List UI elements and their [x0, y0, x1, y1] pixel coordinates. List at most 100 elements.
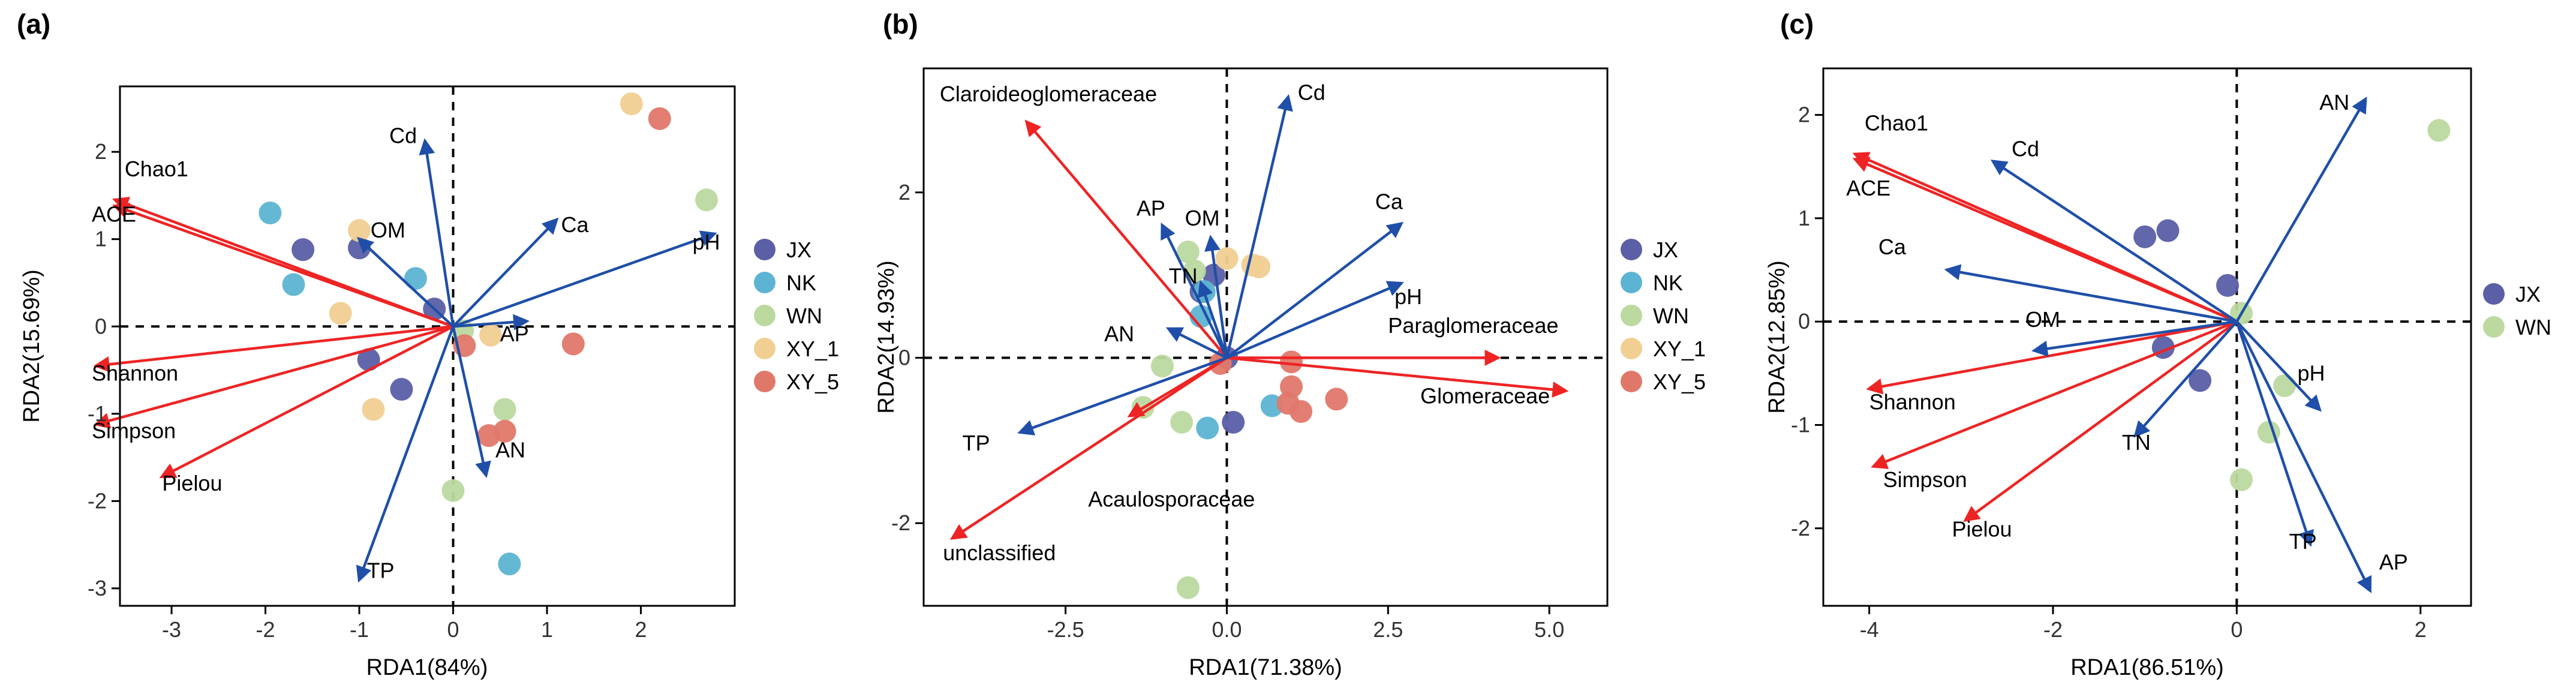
x-tick-label: 1 [541, 617, 553, 642]
y-tick-label: 2 [95, 139, 107, 164]
arrow-label-glomeraceae: Glomeraceae [1420, 383, 1550, 408]
arrow-simpson [1871, 320, 2238, 469]
point-xy_1-13 [348, 219, 371, 242]
arrow-label-simpson: Simpson [92, 419, 176, 443]
legend-swatch-wn [2483, 316, 2505, 338]
point-xy_5-17 [1280, 350, 1303, 374]
arrow-label-om: OM [2025, 307, 2060, 332]
arrow-ap [453, 314, 530, 331]
arrow-tp [2235, 321, 2314, 547]
arrow-tn [2133, 320, 2238, 438]
arrow-label-ap: AP [500, 322, 529, 346]
arrow-label-acaulosporaceae: Acaulosporaceae [1088, 487, 1255, 512]
legend-label-jx: JX [1653, 238, 1678, 262]
arrow-ph [452, 230, 717, 328]
x-tick-label: 5.0 [1534, 617, 1564, 642]
legend-swatch-nk [1621, 272, 1642, 293]
y-tick-label: 0 [95, 314, 107, 338]
arrow-shannon [1866, 320, 2237, 395]
point-xy_1-16 [1248, 255, 1271, 278]
panel-c-frame [1822, 67, 2472, 607]
x-tick-label: 2 [2415, 617, 2427, 642]
arrow-label-tp: TP [2289, 529, 2317, 554]
panel-b-plot: Claroideoglomeraceae unclassified Acaulosp… [924, 68, 1607, 606]
point-nk-5 [258, 202, 282, 225]
y-tick-label: 1 [1798, 206, 1810, 230]
panel-a-ticks: -3 -2 -1 0 1 2 -3 -2 -1 0 1 2 [88, 139, 647, 642]
y-tick-label: 0 [898, 345, 910, 369]
arrow-label-pielou: Pielou [1952, 517, 2012, 542]
legend-swatch-jx [1621, 239, 1642, 260]
arrow-label-ca: Ca [1878, 235, 1907, 259]
legend-label-wn: WN [1653, 304, 1689, 328]
arrow-an [2235, 97, 2367, 323]
panel-c-xlabel: RDA1(86.51%) [2070, 655, 2224, 680]
legend-label-nk: NK [786, 271, 816, 295]
panel-b-ylabel: RDA2(14.93%) [874, 260, 899, 414]
arrow-label-cd: Cd [389, 124, 417, 148]
arrow-ph [2235, 320, 2322, 412]
point-xy_1-16 [620, 92, 643, 116]
panel-a-xlabel: RDA1(84%) [366, 655, 488, 680]
arrow-claroideoglomeraceae [1024, 119, 1228, 359]
panel-a-frame [119, 85, 736, 607]
y-tick-label: -1 [88, 401, 107, 426]
x-tick-label: -1 [350, 617, 369, 642]
arrow-label-ca: Ca [561, 212, 589, 237]
arrow-label-om: OM [371, 218, 405, 242]
panel-a-label: (a) [17, 8, 50, 40]
y-tick-label: -3 [88, 576, 107, 600]
x-tick-label: -3 [162, 617, 181, 642]
point-jx-0 [2133, 225, 2157, 248]
legend-swatch-nk [754, 272, 775, 293]
panel-b-label: (b) [883, 8, 918, 40]
point-wn-11 [1170, 410, 1194, 434]
arrow-pielou [1963, 320, 2238, 522]
point-wn-9 [2230, 468, 2253, 491]
x-tick-label: 0 [447, 617, 459, 642]
panel-b-ticks: -2.5 0.0 2.5 5.0 -2 0 2 [891, 180, 1564, 642]
x-tick-label: -2 [256, 617, 275, 642]
legend-label-xy_5: XY_5 [1653, 369, 1706, 394]
point-wn-9 [695, 188, 719, 212]
arrow-label-claroideoglomeraceae: Claroideoglomeraceae [940, 82, 1157, 106]
arrow-cd [419, 138, 455, 327]
panel-c-ylabel: RDA2(12.85%) [1765, 260, 1790, 414]
y-tick-label: 2 [1798, 103, 1810, 127]
point-jx-3 [2216, 274, 2240, 297]
point-xy_5-21 [477, 424, 500, 447]
legend-swatch-wn [754, 305, 775, 326]
arrow-om [1204, 235, 1228, 358]
point-jx-0 [291, 238, 315, 262]
legend-swatch-xy_1 [1621, 338, 1642, 359]
panel-b: (b) Claroideoglomeraceae unclassified Acau… [874, 8, 1706, 680]
arrow-label-shannon: Shannon [1869, 390, 1956, 414]
arrow-an [1165, 327, 1228, 359]
arrow-label-shannon: Shannon [92, 360, 178, 385]
point-jx-1 [2156, 219, 2180, 242]
panel-c-label: (c) [1780, 8, 1814, 40]
point-nk-7 [1196, 416, 1219, 440]
point-xy_1-15 [1215, 247, 1239, 271]
arrow-label-pielou: Pielou [162, 471, 222, 495]
point-nk-7 [404, 267, 427, 290]
x-tick-label: -2 [2043, 617, 2063, 642]
arrow-ca [1944, 264, 2237, 323]
point-wn-10 [493, 398, 516, 421]
x-tick-label: -2.5 [1047, 617, 1084, 642]
panel-a-plot: Chao1 ACE Shannon Simpson Pielou Cd OM Ca pH AP AN… [92, 86, 735, 606]
legend-label-xy_5: XY_5 [786, 369, 839, 394]
point-xy_1-17 [479, 323, 503, 347]
arrow-unclassified [949, 356, 1228, 540]
arrow-ph [1226, 281, 1404, 359]
arrow-label-ca: Ca [1375, 189, 1403, 214]
point-wn-7 [2273, 374, 2297, 397]
arrow-label-chao1: Chao1 [125, 157, 188, 181]
point-wn-10 [1176, 241, 1200, 264]
arrow-label-cd: Cd [1298, 80, 1325, 104]
arrow-ap [1161, 223, 1228, 359]
arrow-label-ph: pH [693, 230, 720, 254]
point-xy_1-15 [362, 398, 385, 421]
arrow-label-an: AN [1104, 322, 1134, 346]
